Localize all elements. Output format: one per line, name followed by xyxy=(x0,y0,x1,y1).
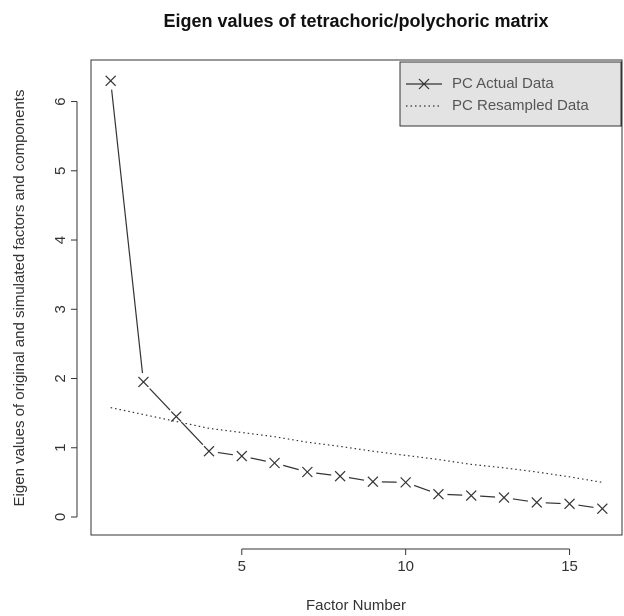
series-line xyxy=(110,80,603,510)
plot-frame xyxy=(90,59,623,536)
point-marker xyxy=(433,488,444,500)
x-tick-label: 5 xyxy=(238,558,246,575)
point-marker xyxy=(564,498,575,510)
y-axis-label: Eigen values of original and simulated f… xyxy=(11,90,28,507)
point-marker xyxy=(105,75,117,87)
y-tick-label: 3 xyxy=(52,305,69,313)
series-line xyxy=(110,407,603,483)
point-marker xyxy=(400,476,412,488)
legend-label: PC Actual Data xyxy=(452,75,554,92)
y-tick-label: 0 xyxy=(52,513,69,521)
point-marker xyxy=(236,450,248,462)
point-marker xyxy=(138,376,149,388)
y-tick-label: 1 xyxy=(52,444,69,452)
point-marker xyxy=(334,470,346,482)
point-marker xyxy=(498,492,510,504)
x-tick-label: 10 xyxy=(397,558,414,575)
point-marker xyxy=(301,466,313,478)
point-marker xyxy=(367,476,379,488)
y-tick-label: 5 xyxy=(52,167,69,175)
legend-marker xyxy=(418,78,430,90)
point-marker xyxy=(203,445,215,457)
x-axis-label: Factor Number xyxy=(306,597,406,614)
y-tick-label: 2 xyxy=(52,374,69,382)
point-marker xyxy=(465,490,477,501)
legend-box xyxy=(399,61,622,127)
chart-title: Eigen values of tetrachoric/polychoric m… xyxy=(163,11,548,31)
y-tick-label: 6 xyxy=(52,97,69,105)
point-marker xyxy=(170,411,182,423)
point-marker xyxy=(531,497,543,508)
x-tick-label: 15 xyxy=(561,558,578,575)
legend-label: PC Resampled Data xyxy=(452,97,589,114)
point-marker xyxy=(269,457,280,469)
y-tick-label: 4 xyxy=(52,236,69,244)
point-marker xyxy=(596,503,608,515)
